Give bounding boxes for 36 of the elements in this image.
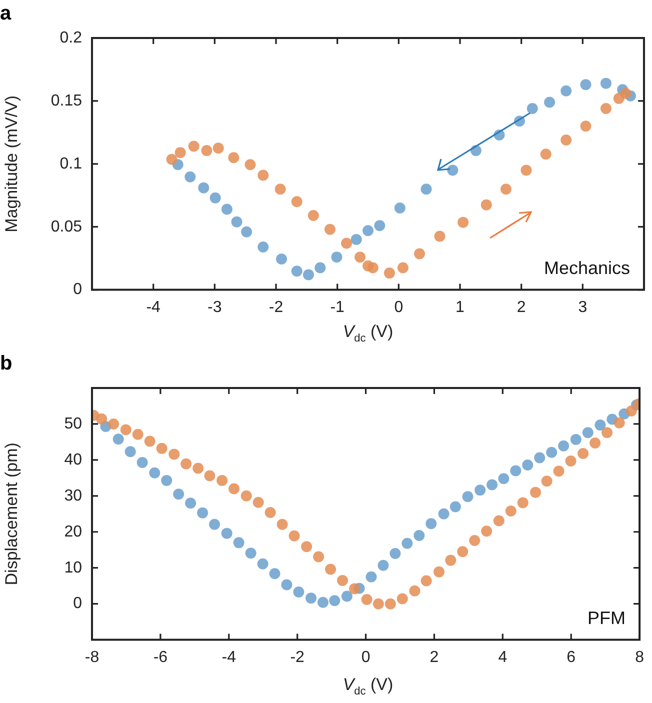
- x-tick-label: 2: [430, 648, 439, 666]
- x-tick-label: -4: [222, 648, 236, 666]
- chart-title: b: [0, 352, 12, 375]
- x-tick-label: 2: [516, 298, 526, 316]
- y-tick-label: 0.1: [60, 155, 82, 172]
- y-tick-label: 10: [64, 559, 82, 576]
- y-tick-label: 20: [64, 523, 82, 540]
- y-tick-label: 40: [64, 451, 82, 468]
- y-axis-title: Displacement (pm): [2, 442, 21, 586]
- y-axis-title: Magnitude (mV/V): [2, 95, 21, 232]
- x-tick-label: 0: [361, 648, 370, 666]
- x-tick-label: -4: [146, 298, 161, 316]
- x-tick-label: -2: [290, 648, 305, 666]
- x-tick-label: 0: [394, 298, 404, 316]
- y-tick-label: 50: [64, 415, 82, 432]
- y-tick-label: 30: [64, 487, 82, 504]
- x-tick-label: 8: [635, 648, 644, 666]
- chart-title: a: [0, 2, 12, 25]
- x-tick-label: -6: [153, 648, 168, 666]
- x-tick-label: -8: [84, 648, 100, 666]
- y-tick-label: 0.05: [50, 218, 82, 236]
- x-axis-title: V$_{dc}$ (V): [342, 322, 394, 344]
- x-tick-label: 4: [498, 648, 508, 666]
- x-tick-label: 3: [578, 298, 588, 316]
- x-tick-label: 1: [456, 298, 465, 316]
- x-tick-label: -3: [208, 298, 222, 316]
- y-tick-label: 0.2: [60, 29, 82, 46]
- x-axis-title: V$_{dc}$ (V): [342, 675, 394, 698]
- y-tick-label: 0.15: [50, 92, 82, 110]
- x-tick-label: 6: [566, 648, 576, 666]
- x-tick-label: -1: [330, 298, 345, 316]
- annotation: PFM: [588, 608, 626, 628]
- annotation: Mechanics: [544, 258, 630, 278]
- y-tick-label: 0: [73, 281, 82, 298]
- y-tick-label: 0: [73, 595, 82, 612]
- x-tick-label: -2: [268, 298, 284, 316]
